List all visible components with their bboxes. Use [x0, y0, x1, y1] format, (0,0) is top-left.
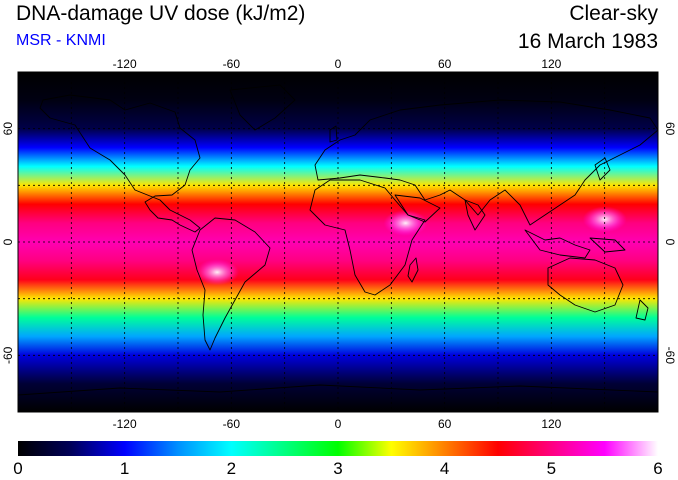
colorbar-tick-label: 6	[653, 459, 662, 478]
colorbar-tick-label: 1	[120, 459, 129, 478]
lat-label-right: 0	[663, 239, 677, 246]
colorbar: 0 1 2 3 4 5 6	[13, 441, 663, 478]
lon-label-top: 0	[335, 57, 342, 71]
colorbar-tick-label: 2	[227, 459, 236, 478]
longitude-labels: -120 -120 -60 -60 0 0 60 60 120 120	[113, 57, 562, 431]
colorbar-labels: 0 1 2 3 4 5 6	[13, 459, 662, 478]
lat-label-left: 0	[1, 238, 15, 245]
coastline-eurasia	[314, 99, 658, 226]
coastlines	[18, 84, 658, 396]
coastline-japan	[594, 157, 611, 181]
coastline-india	[464, 199, 486, 231]
coastline-new-guinea	[589, 237, 626, 253]
lon-label-bottom: 120	[541, 417, 561, 431]
colorbar-tick-label: 4	[440, 459, 449, 478]
colorbar-tick-label: 3	[333, 459, 342, 478]
coastline-australia	[547, 257, 624, 313]
source-label: MSR - KNMI	[16, 32, 106, 49]
sky-condition-label: Clear-sky	[569, 2, 658, 25]
lon-label-top: -60	[223, 57, 241, 71]
coastline-maritime-continent	[524, 229, 591, 259]
hotspot-layer	[195, 206, 627, 286]
graticule	[18, 72, 658, 412]
map-panel	[18, 72, 658, 412]
map-frame	[17, 71, 659, 413]
lat-label-right: 60	[663, 122, 677, 136]
coastline-antarctica	[18, 384, 658, 396]
lon-label-bottom: -120	[113, 417, 137, 431]
lat-label-left: -60	[1, 346, 15, 364]
lon-label-top: 120	[541, 57, 561, 71]
lon-label-top: 60	[438, 57, 452, 71]
lon-label-bottom: 0	[335, 417, 342, 431]
coastline-north-america	[39, 94, 201, 233]
coastline-arabia	[394, 194, 441, 223]
coastline-greenland	[229, 84, 296, 131]
map-title: DNA-damage UV dose (kJ/m2)	[16, 2, 306, 25]
lat-label-right: -60	[663, 347, 677, 365]
hotspot-0	[195, 259, 240, 286]
colorbar-tick-label: 0	[13, 459, 22, 478]
colorbar-tick-label: 5	[547, 459, 556, 478]
coastline-south-america	[191, 217, 271, 351]
hotspot-2	[582, 206, 627, 233]
coastline-africa	[309, 179, 426, 296]
frame-ticks	[14, 68, 662, 416]
coastline-madagascar	[407, 257, 419, 283]
date-label: 16 March 1983	[517, 30, 658, 53]
lon-label-top: -120	[113, 57, 137, 71]
lat-label-left: 60	[1, 122, 15, 136]
coastline-new-zealand	[635, 299, 649, 321]
lon-label-bottom: -60	[223, 417, 241, 431]
coastline-uk	[329, 125, 338, 143]
latitude-labels: 60 60 0 0 -60 -60	[1, 122, 677, 365]
colorbar-strip	[18, 441, 658, 456]
lon-label-bottom: 60	[438, 417, 452, 431]
hotspot-1	[383, 210, 428, 237]
